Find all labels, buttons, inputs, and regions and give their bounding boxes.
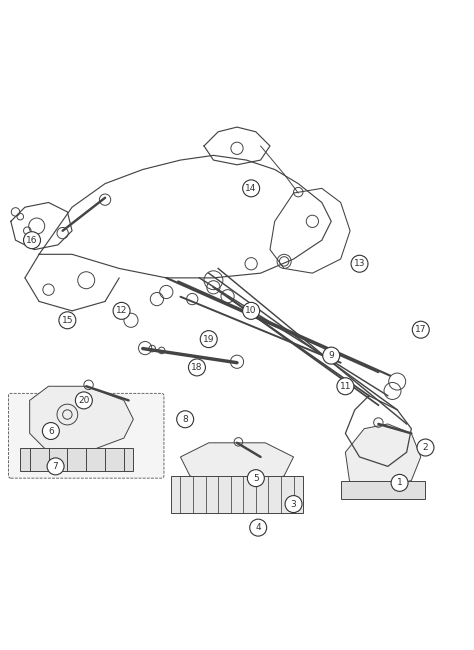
Polygon shape — [171, 476, 303, 514]
Circle shape — [417, 439, 434, 456]
Circle shape — [113, 302, 130, 319]
Text: 18: 18 — [191, 363, 203, 372]
FancyBboxPatch shape — [9, 393, 164, 478]
Text: 1: 1 — [397, 478, 402, 488]
Text: 10: 10 — [246, 306, 257, 315]
Polygon shape — [181, 443, 293, 485]
Text: 5: 5 — [253, 474, 259, 483]
Circle shape — [285, 495, 302, 513]
Circle shape — [200, 331, 217, 348]
Polygon shape — [346, 424, 421, 490]
Text: 15: 15 — [62, 316, 73, 325]
Text: 8: 8 — [182, 415, 188, 424]
Text: 19: 19 — [203, 335, 214, 344]
Circle shape — [337, 378, 354, 395]
Circle shape — [24, 231, 40, 249]
Text: 16: 16 — [26, 236, 38, 244]
Text: 3: 3 — [291, 500, 296, 508]
Circle shape — [59, 312, 76, 329]
Circle shape — [189, 359, 205, 376]
Circle shape — [243, 302, 260, 319]
Circle shape — [42, 422, 59, 439]
Circle shape — [75, 392, 92, 409]
Circle shape — [351, 255, 368, 272]
Circle shape — [177, 411, 194, 428]
Text: 13: 13 — [354, 259, 365, 268]
Circle shape — [323, 347, 340, 364]
Circle shape — [412, 321, 429, 338]
Text: 7: 7 — [53, 462, 58, 471]
Text: 20: 20 — [78, 396, 90, 405]
Circle shape — [250, 519, 267, 536]
Text: 6: 6 — [48, 426, 54, 436]
Polygon shape — [341, 480, 426, 499]
Text: 12: 12 — [116, 306, 127, 315]
Circle shape — [243, 180, 260, 197]
Circle shape — [47, 458, 64, 475]
Polygon shape — [30, 386, 133, 452]
Text: 4: 4 — [255, 523, 261, 532]
Circle shape — [247, 470, 264, 487]
Text: 17: 17 — [415, 325, 427, 334]
Polygon shape — [20, 447, 133, 471]
Text: 11: 11 — [340, 382, 351, 391]
Text: 9: 9 — [328, 351, 334, 360]
Circle shape — [391, 474, 408, 491]
Text: 14: 14 — [246, 184, 257, 193]
Text: 2: 2 — [423, 443, 428, 452]
